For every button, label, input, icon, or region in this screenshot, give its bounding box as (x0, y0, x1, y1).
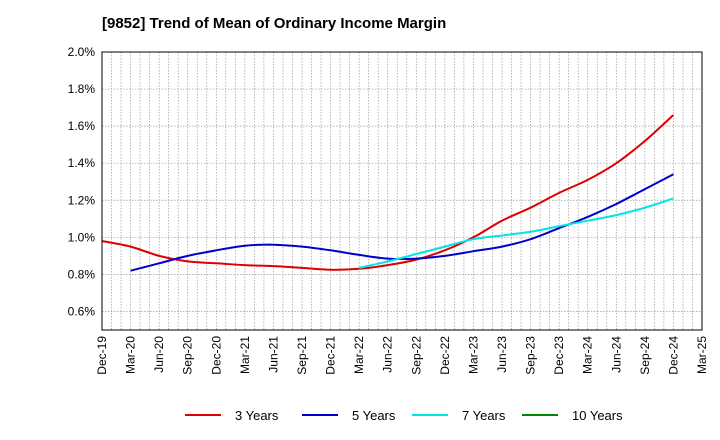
x-tick-label: Dec-22 (438, 336, 452, 375)
x-tick-label: Jun-21 (266, 336, 280, 373)
x-tick-label: Jun-24 (609, 336, 623, 373)
y-tick-label: 1.8% (68, 82, 96, 96)
x-tick-label: Dec-24 (666, 336, 680, 375)
x-axis-ticks: Dec-19 Mar-20 Jun-20 Sep-20 Dec-20 Mar-21 Jun-… (95, 336, 709, 375)
x-tick-label: Dec-19 (95, 336, 109, 375)
legend: 3 Years 5 Years 7 Years 10 Years (0, 405, 720, 425)
x-tick-label: Mar-24 (581, 336, 595, 374)
y-tick-label: 2.0% (68, 45, 96, 59)
legend-swatch (185, 414, 221, 416)
legend-item-10-years: 10 Years (522, 405, 623, 425)
x-tick-label: Mar-25 (695, 336, 709, 374)
x-tick-label: Sep-20 (181, 336, 195, 375)
y-tick-label: 1.6% (68, 119, 96, 133)
x-tick-label: Mar-22 (352, 336, 366, 374)
legend-label: 10 Years (572, 407, 623, 423)
grid-lines (102, 51, 702, 330)
legend-swatch (412, 414, 448, 416)
x-tick-label: Dec-21 (324, 336, 338, 375)
legend-label: 7 Years (462, 407, 506, 423)
x-tick-label: Jun-20 (152, 336, 166, 373)
x-tick-label: Jun-22 (381, 336, 395, 373)
x-tick-label: Sep-24 (638, 336, 652, 375)
x-tick-label: Jun-23 (495, 336, 509, 373)
legend-label: 5 Years (352, 407, 396, 423)
y-tick-label: 1.4% (68, 156, 96, 170)
y-tick-label: 0.8% (68, 267, 96, 281)
y-tick-label: 1.2% (68, 193, 96, 207)
legend-item-5-years: 5 Years (302, 405, 395, 425)
x-tick-label: Sep-22 (409, 336, 423, 375)
legend-item-3-years: 3 Years (185, 405, 278, 425)
x-tick-label: Mar-23 (466, 336, 480, 374)
y-tick-label: 1.0% (68, 230, 96, 244)
plot-area-frame (101, 51, 703, 331)
x-tick-label: Dec-20 (209, 336, 223, 375)
y-tick-label: 0.6% (68, 304, 96, 318)
series-line-5-years (130, 173, 674, 272)
chart-title: [9852] Trend of Mean of Ordinary Income … (102, 15, 447, 32)
legend-label: 3 Years (235, 407, 279, 423)
series-line-3-years (101, 114, 675, 271)
y-axis-ticks: 0.6% 0.8% 1.0% 1.2% 1.4% 1.6% 1.8% 2.0% (68, 45, 96, 318)
x-tick-label: Dec-23 (552, 336, 566, 375)
series-line-7-years (358, 197, 674, 269)
x-tick-label: Sep-23 (524, 336, 538, 375)
x-tick-label: Sep-21 (295, 336, 309, 375)
legend-swatch (302, 414, 338, 416)
series-lines (101, 114, 675, 272)
legend-swatch (522, 414, 558, 416)
x-tick-label: Mar-20 (124, 336, 138, 374)
legend-item-7-years: 7 Years (412, 405, 505, 425)
x-tick-label: Mar-21 (238, 336, 252, 374)
